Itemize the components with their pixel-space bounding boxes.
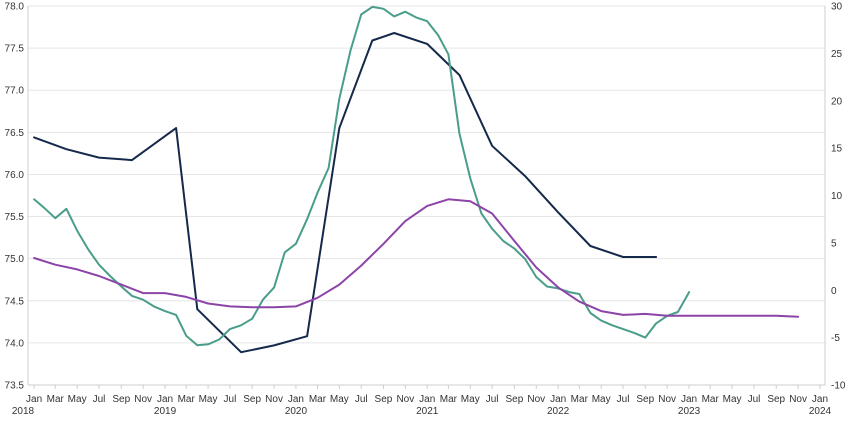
x-month-tick-label: Mar	[702, 394, 720, 405]
series-line-1	[33, 32, 658, 354]
x-month-tick-label: Sep	[375, 394, 393, 405]
x-month-tick-label: Sep	[112, 394, 130, 405]
tick-labels: 73.5 74.0 74.5 75.0 75.5 76.0 76.5 77.0 77.5 78.0…	[5, 2, 846, 418]
x-year-tick-label: 2023	[678, 406, 701, 417]
x-month-tick-label: Nov	[134, 394, 152, 405]
x-month-tick-label: Jul	[617, 394, 630, 405]
x-month-tick-label: Sep	[243, 394, 261, 405]
x-year-tick-label: 2024	[809, 406, 832, 417]
x-month-tick-label: Jul	[748, 394, 761, 405]
x-month-tick-label: Sep	[636, 394, 654, 405]
x-month-tick-label: Jul	[486, 394, 499, 405]
gridlines	[28, 5, 825, 386]
x-month-tick-label: Mar	[309, 394, 327, 405]
x-month-tick-label: May	[723, 394, 742, 405]
x-month-tick-label: Jan	[812, 394, 828, 405]
x-month-tick-label: Jan	[419, 394, 435, 405]
y-right-tick-label: 25	[831, 49, 843, 60]
y-left-tick-label: 78.0	[5, 2, 25, 13]
x-month-tick-label: Nov	[789, 394, 807, 405]
y-left-tick-label: 75.0	[5, 254, 25, 265]
y-left-tick-label: 74.5	[5, 296, 25, 307]
x-month-tick-label: Jan	[26, 394, 42, 405]
axes	[27, 6, 826, 389]
x-month-tick-label: Jul	[355, 394, 368, 405]
y-right-tick-label: 10	[831, 191, 843, 202]
x-year-tick-label: 2022	[547, 406, 570, 417]
x-month-tick-label: Mar	[178, 394, 196, 405]
x-month-tick-label: Mar	[440, 394, 458, 405]
x-month-tick-label: Nov	[396, 394, 414, 405]
x-month-tick-label: May	[592, 394, 611, 405]
y-right-tick-label: 5	[831, 238, 837, 249]
y-left-tick-label: 73.5	[5, 381, 25, 392]
x-month-tick-label: May	[199, 394, 218, 405]
y-left-tick-label: 74.0	[5, 338, 25, 349]
x-month-tick-label: Nov	[265, 394, 283, 405]
series-lines	[33, 5, 800, 354]
x-month-tick-label: Mar	[571, 394, 589, 405]
x-month-tick-label: Jan	[550, 394, 566, 405]
series-line-3	[33, 198, 800, 318]
y-left-tick-label: 77.5	[5, 44, 25, 55]
x-month-tick-label: Sep	[767, 394, 785, 405]
x-year-tick-label: 2019	[154, 406, 177, 417]
x-month-tick-label: Sep	[505, 394, 523, 405]
x-year-tick-label: 2018	[12, 406, 35, 417]
y-left-tick-label: 75.5	[5, 212, 25, 223]
x-month-tick-label: Jan	[157, 394, 173, 405]
x-year-tick-label: 2020	[285, 406, 308, 417]
x-month-tick-label: Mar	[47, 394, 65, 405]
x-month-tick-label: Nov	[658, 394, 676, 405]
y-right-tick-label: -5	[831, 333, 840, 344]
series-line-2	[33, 5, 691, 347]
y-left-tick-label: 76.5	[5, 128, 25, 139]
x-month-tick-label: Jul	[224, 394, 237, 405]
x-month-tick-label: Jan	[288, 394, 304, 405]
y-right-tick-label: 30	[831, 2, 843, 13]
y-left-tick-label: 76.0	[5, 170, 25, 181]
x-month-tick-label: Jan	[681, 394, 697, 405]
x-month-tick-label: May	[330, 394, 349, 405]
y-right-tick-label: 15	[831, 144, 843, 155]
y-right-tick-label: 0	[831, 286, 837, 297]
x-month-tick-label: May	[68, 394, 87, 405]
x-month-tick-label: Nov	[527, 394, 545, 405]
x-month-tick-label: Jul	[93, 394, 106, 405]
y-right-tick-label: 20	[831, 96, 843, 107]
y-right-tick-label: -10	[831, 381, 846, 392]
x-month-tick-label: May	[461, 394, 480, 405]
y-left-tick-label: 77.0	[5, 86, 25, 97]
x-year-tick-label: 2021	[416, 406, 439, 417]
